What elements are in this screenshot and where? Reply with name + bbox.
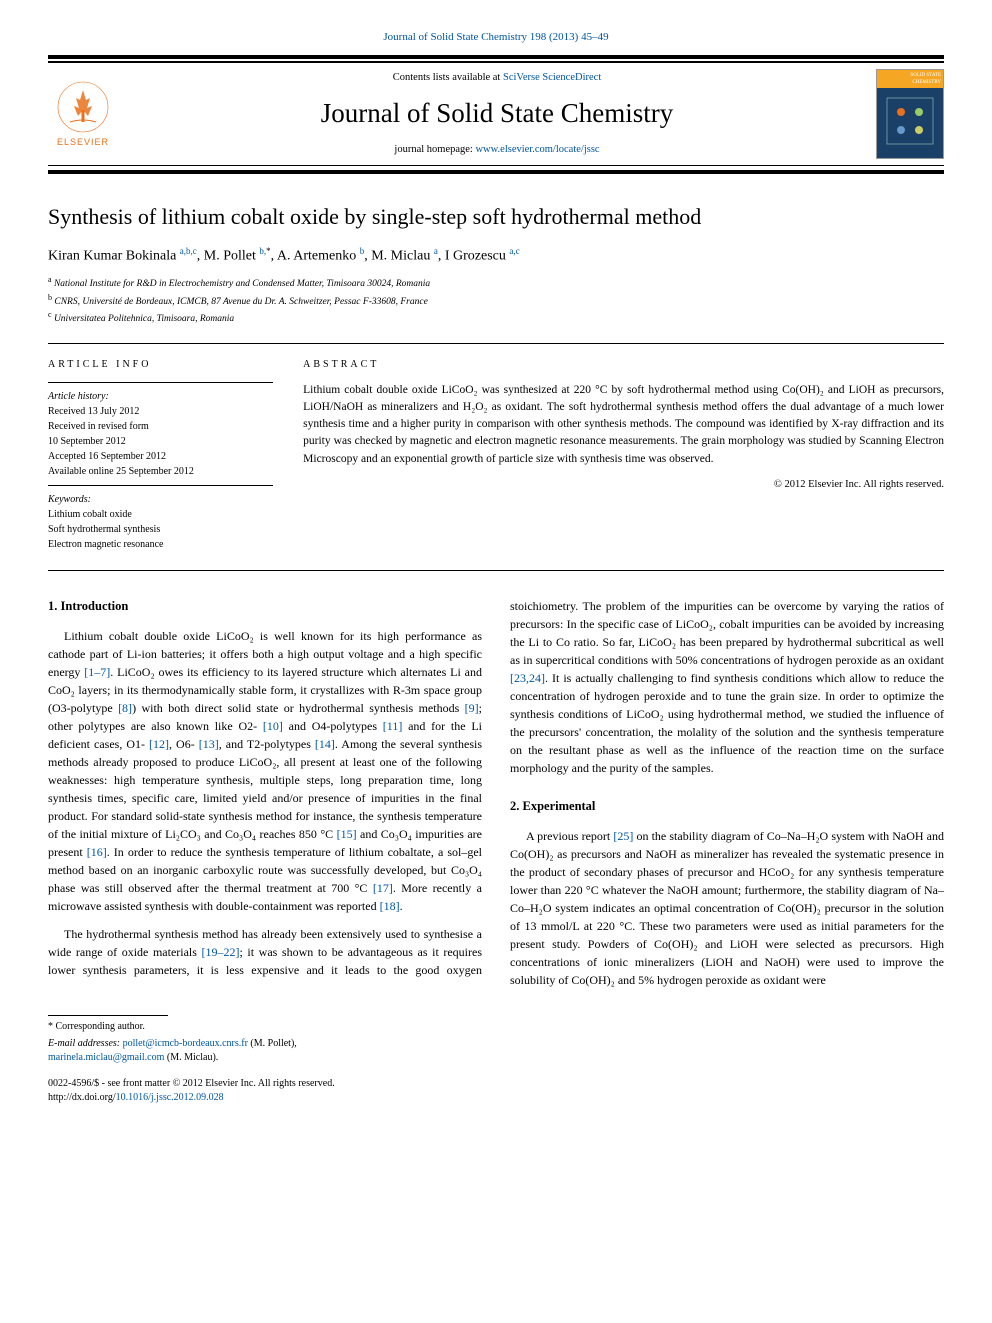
homepage-link[interactable]: www.elsevier.com/locate/jssc (475, 144, 599, 155)
ref-25[interactable]: [25] (613, 829, 633, 843)
paragraph-1: Lithium cobalt double oxide LiCoO₂ is we… (48, 627, 482, 915)
author-5: , I Grozescu (438, 249, 510, 264)
body-columns: 1. Introduction Lithium cobalt double ox… (48, 597, 944, 990)
ref-13[interactable]: [13] (199, 737, 219, 751)
ref-16[interactable]: [16] (87, 845, 107, 859)
doi-link[interactable]: 10.1016/j.jssc.2012.09.028 (116, 1092, 224, 1103)
email-line: E-mail addresses: pollet@icmcb-bordeaux.… (48, 1037, 944, 1065)
abstract: ABSTRACT Lithium cobalt double oxide LiC… (303, 358, 944, 552)
ref-8[interactable]: [8] (118, 701, 132, 715)
journal-title: Journal of Solid State Chemistry (118, 95, 876, 133)
affiliation-c: Universitatea Politehnica, Timisoara, Ro… (54, 314, 234, 324)
doi-pre: http://dx.doi.org/ (48, 1092, 116, 1103)
top-citation: Journal of Solid State Chemistry 198 (20… (48, 30, 944, 45)
ref-14[interactable]: [14] (315, 737, 335, 751)
email-2-who: (M. Miclau). (164, 1052, 218, 1063)
abstract-copyright: © 2012 Elsevier Inc. All rights reserved… (303, 478, 944, 493)
info-rule-2 (48, 485, 273, 486)
info-abstract-row: ARTICLE INFO Article history: Received 1… (48, 343, 944, 571)
abstract-text: Lithium cobalt double oxide LiCoO₂ was s… (303, 382, 944, 468)
affiliations: a National Institute for R&D in Electroc… (48, 274, 944, 326)
section-2-heading: 2. Experimental (510, 797, 944, 816)
article-title: Synthesis of lithium cobalt oxide by sin… (48, 202, 944, 233)
section-1-heading: 1. Introduction (48, 597, 482, 616)
elsevier-logo: ELSEVIER (48, 74, 118, 154)
ref-9[interactable]: [9] (465, 701, 479, 715)
keyword: Electron magnetic resonance (48, 537, 273, 552)
section-2: 2. Experimental A previous report [25] o… (510, 797, 944, 990)
keyword: Lithium cobalt oxide (48, 507, 273, 522)
cover-top-band: SOLID STATECHEMISTRY (877, 70, 943, 88)
issn-line: 0022-4596/$ - see front matter © 2012 El… (48, 1077, 944, 1091)
author-3: , A. Artemenko (271, 249, 360, 264)
scidirect-link[interactable]: SciVerse ScienceDirect (503, 72, 601, 83)
ref-15[interactable]: [15] (337, 827, 357, 841)
ref-23-24[interactable]: [23,24] (510, 671, 545, 685)
ref-10[interactable]: [10] (263, 719, 283, 733)
history-label: Article history: (48, 389, 273, 404)
history-line: Received in revised form (48, 419, 273, 434)
top-citation-link[interactable]: Journal of Solid State Chemistry 198 (20… (383, 31, 608, 43)
footer-rule (48, 1015, 168, 1016)
keywords-label: Keywords: (48, 492, 273, 507)
cover-body (877, 88, 943, 161)
email-2[interactable]: marinela.miclau@gmail.com (48, 1052, 164, 1063)
abstract-heading: ABSTRACT (303, 358, 944, 372)
author-4: , M. Miclau (364, 249, 434, 264)
ref-12[interactable]: [12] (149, 737, 169, 751)
ref-1-7[interactable]: [1–7] (84, 665, 110, 679)
author-list: Kiran Kumar Bokinala a,b,c, M. Pollet b,… (48, 245, 944, 266)
journal-header: ELSEVIER Contents lists available at Sci… (48, 61, 944, 166)
mid-rule-heavy (48, 170, 944, 174)
contents-pre: Contents lists available at (393, 72, 503, 83)
ref-19-22[interactable]: [19–22] (202, 945, 240, 959)
affiliation-b: CNRS, Université de Bordeaux, ICMCB, 87 … (54, 297, 427, 307)
author-1: Kiran Kumar Bokinala (48, 249, 180, 264)
footer: * Corresponding author. E-mail addresses… (48, 1015, 944, 1105)
author-5-aff[interactable]: a,c (509, 246, 519, 256)
article-history: Article history: Received 13 July 2012 R… (48, 389, 273, 479)
homepage-pre: journal homepage: (394, 144, 475, 155)
cover-graphic-icon (881, 92, 939, 152)
history-line: 10 September 2012 (48, 434, 273, 449)
journal-cover-thumb: SOLID STATECHEMISTRY (876, 69, 944, 159)
header-center: Contents lists available at SciVerse Sci… (118, 71, 876, 158)
author-2: , M. Pollet (197, 249, 260, 264)
contents-line: Contents lists available at SciVerse Sci… (118, 71, 876, 86)
corresponding-note: * Corresponding author. (48, 1020, 944, 1034)
email-1-who: (M. Pollet), (248, 1038, 297, 1049)
email-1[interactable]: pollet@icmcb-bordeaux.cnrs.fr (123, 1038, 248, 1049)
ref-18[interactable]: [18] (380, 899, 400, 913)
article-info: ARTICLE INFO Article history: Received 1… (48, 358, 273, 552)
ref-11[interactable]: [11] (383, 719, 403, 733)
top-rule-heavy (48, 55, 944, 59)
homepage-line: journal homepage: www.elsevier.com/locat… (118, 143, 876, 158)
keyword: Soft hydrothermal synthesis (48, 522, 273, 537)
info-rule-1 (48, 382, 273, 383)
elsevier-tree-icon (56, 80, 110, 134)
ref-17[interactable]: [17] (373, 881, 393, 895)
elsevier-label: ELSEVIER (57, 136, 109, 149)
email-label: E-mail addresses: (48, 1038, 123, 1049)
author-1-aff[interactable]: a,b,c (180, 246, 197, 256)
history-line: Received 13 July 2012 (48, 404, 273, 419)
doi-block: 0022-4596/$ - see front matter © 2012 El… (48, 1077, 944, 1105)
keywords-block: Keywords: Lithium cobalt oxide Soft hydr… (48, 492, 273, 552)
paragraph-3: A previous report [25] on the stability … (510, 827, 944, 989)
affiliation-a: National Institute for R&D in Electroche… (54, 280, 430, 290)
history-line: Accepted 16 September 2012 (48, 449, 273, 464)
history-line: Available online 25 September 2012 (48, 464, 273, 479)
article-info-heading: ARTICLE INFO (48, 358, 273, 372)
